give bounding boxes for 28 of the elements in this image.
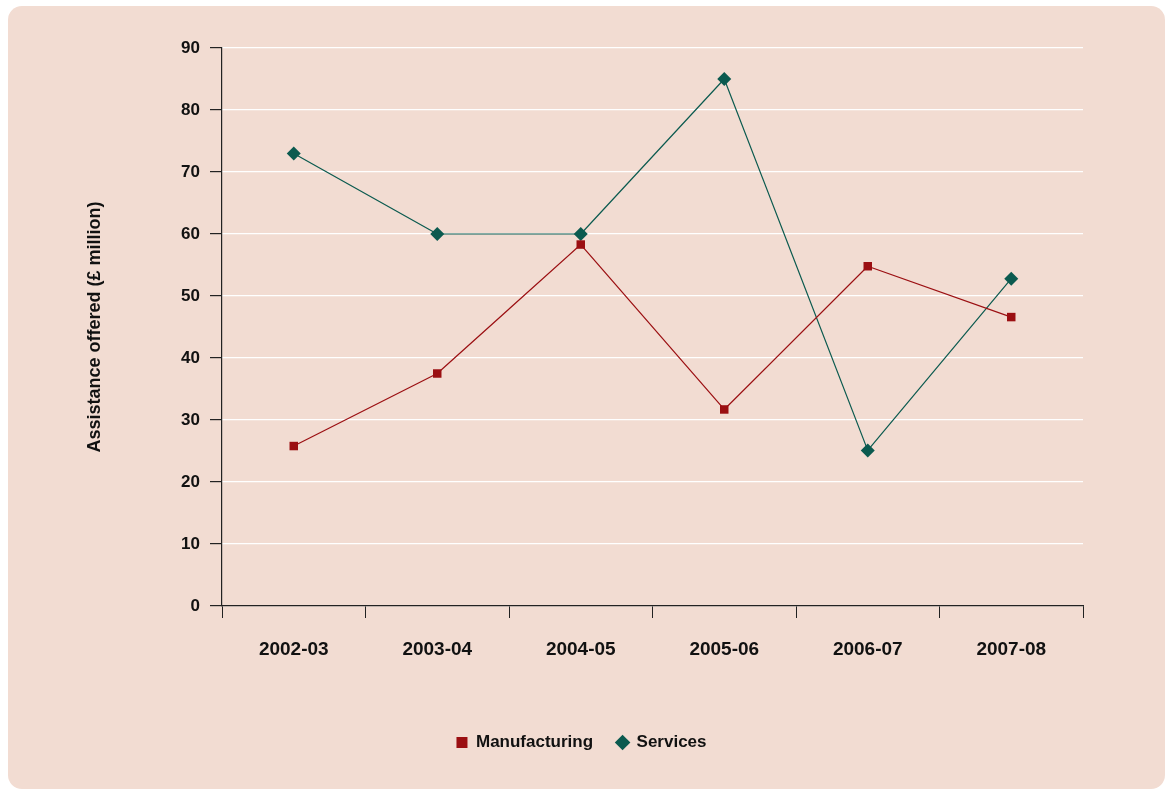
x-tick-label: 2002-03 [258,637,329,659]
legend-label: Services [636,732,707,752]
x-tick-label: 2006-07 [832,637,903,659]
y-tick-label: 50 [181,285,200,305]
y-tick-label: 20 [181,471,200,491]
y-tick-label: 60 [181,223,200,243]
y-tick-label: 40 [181,347,200,367]
point [1004,271,1019,286]
y-tick-label: 80 [181,99,200,119]
point [860,443,875,458]
x-tick-label: 2007-08 [976,637,1047,659]
point [286,146,301,161]
point [576,240,585,249]
point [573,227,588,241]
point [430,227,445,241]
y-tick-label: 70 [181,161,200,181]
y-tick-label: 10 [181,533,200,553]
legend-label: Manufacturing [475,732,594,752]
y-tick-label: 90 [181,37,200,57]
x-tick-label: 2003-04 [402,637,473,659]
y-tick-label: 0 [190,595,200,615]
x-tick-label: 2004-05 [545,637,617,659]
y-axis-title: Assistance offered (£ million) [83,201,104,453]
point [433,369,442,378]
point [717,72,732,86]
x-tick-label: 2005-06 [689,637,760,659]
point [720,405,729,414]
y-tick-label: 30 [181,409,200,429]
